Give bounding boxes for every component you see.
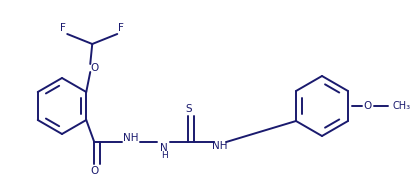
Text: S: S — [186, 104, 192, 114]
Text: CH₃: CH₃ — [393, 101, 411, 111]
Text: F: F — [118, 23, 124, 33]
Text: O: O — [364, 101, 372, 111]
Text: NH: NH — [123, 133, 139, 143]
Text: O: O — [91, 166, 99, 176]
Text: N: N — [160, 143, 168, 153]
Text: H: H — [161, 151, 168, 160]
Text: F: F — [60, 23, 66, 33]
Text: O: O — [90, 63, 98, 73]
Text: NH: NH — [213, 141, 228, 151]
